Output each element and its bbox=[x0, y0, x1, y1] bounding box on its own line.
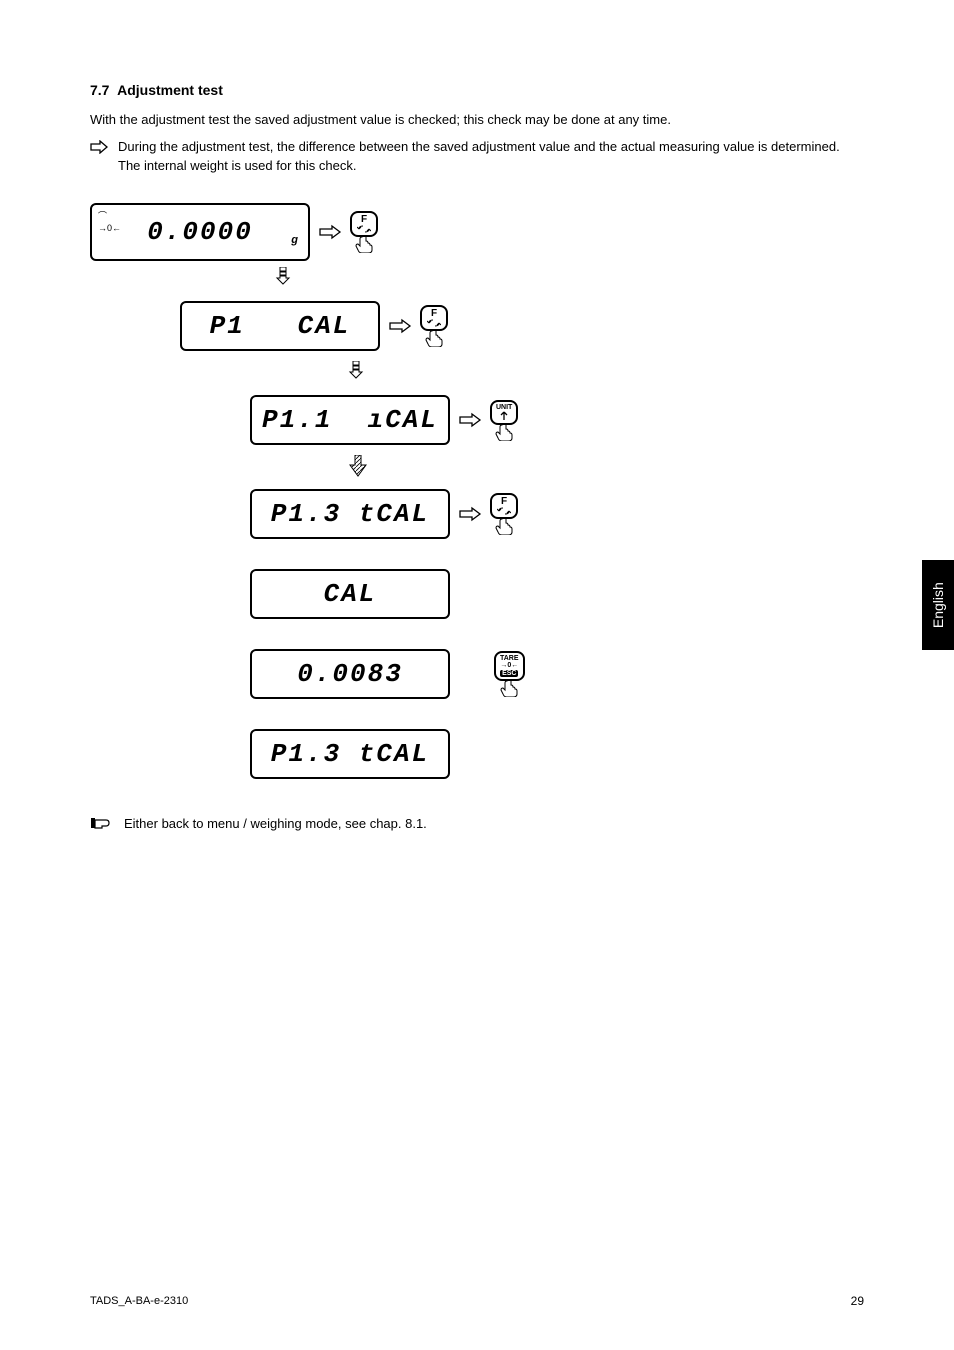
lcd-text: 0.0083 bbox=[297, 656, 403, 694]
page-number: 29 bbox=[851, 1293, 864, 1310]
diagram-step: P1.3 tCAL F bbox=[250, 479, 864, 549]
key-tare: TARE→0←ESC bbox=[494, 651, 525, 697]
procedure-diagram: 0.0000 ⌒→0← g F P1 CAL F P1.1 ıCAL UNIT P1.3 tCA… bbox=[90, 197, 864, 789]
right-arrow-icon bbox=[90, 140, 108, 154]
lcd-display: P1.1 ıCAL bbox=[250, 395, 450, 445]
diagram-step: CAL bbox=[250, 559, 864, 629]
press-hand-icon bbox=[498, 679, 520, 697]
section-title: Adjustment test bbox=[117, 82, 223, 98]
lcd-text: CAL bbox=[324, 576, 377, 614]
right-arrow-icon bbox=[458, 506, 482, 522]
language-tab: English bbox=[922, 560, 954, 650]
lcd-indicators: ⌒→0← bbox=[98, 211, 121, 234]
section-number: 7.7 bbox=[90, 82, 109, 98]
note-row: During the adjustment test, the differen… bbox=[90, 138, 864, 176]
press-hand-icon bbox=[423, 329, 445, 347]
right-arrow-icon bbox=[458, 412, 482, 428]
lcd-display: 0.0000 ⌒→0← g bbox=[90, 203, 310, 261]
diagram-step: P1.3 tCAL bbox=[250, 719, 864, 789]
lcd-display: P1 CAL bbox=[180, 301, 380, 351]
lcd-display: 0.0083 bbox=[250, 649, 450, 699]
lcd-text: P1.3 tCAL bbox=[271, 736, 429, 774]
section-header: 7.7 Adjustment test bbox=[90, 80, 864, 101]
lcd-display: CAL bbox=[250, 569, 450, 619]
lcd-display: P1.3 tCAL bbox=[250, 729, 450, 779]
lcd-text: P1.3 tCAL bbox=[271, 496, 429, 534]
right-arrow-icon bbox=[388, 318, 412, 334]
note-text: During the adjustment test, the differen… bbox=[118, 138, 864, 176]
lcd-unit: g bbox=[291, 233, 298, 249]
lcd-display: P1.3 tCAL bbox=[250, 489, 450, 539]
language-tab-label: English bbox=[928, 582, 948, 628]
diagram-step: P1 CAL F bbox=[180, 291, 864, 361]
diagram-step: P1.1 ıCAL UNIT bbox=[250, 385, 864, 455]
hand-point-icon bbox=[90, 815, 112, 831]
bottom-note: Either back to menu / weighing mode, see… bbox=[90, 815, 864, 834]
footer-code: TADS_A-BA-e-2310 bbox=[90, 1294, 188, 1310]
key-f: F bbox=[420, 305, 448, 347]
key-unit: UNIT bbox=[490, 400, 518, 441]
diagram-step: 0.0083 TARE→0←ESC bbox=[250, 639, 864, 709]
key-f: F bbox=[490, 493, 518, 535]
down-arrow-hatched-icon bbox=[348, 455, 368, 477]
lcd-text: P1 CAL bbox=[210, 308, 351, 346]
down-arrow-icon bbox=[348, 361, 364, 379]
bottom-note-text: Either back to menu / weighing mode, see… bbox=[124, 815, 427, 834]
press-hand-icon bbox=[493, 517, 515, 535]
down-arrow-icon bbox=[275, 267, 291, 285]
key-f: F bbox=[350, 211, 378, 253]
intro-text: With the adjustment test the saved adjus… bbox=[90, 111, 864, 130]
lcd-text: P1.1 ıCAL bbox=[262, 402, 438, 440]
lcd-text: 0.0000 bbox=[147, 214, 253, 252]
diagram-step: 0.0000 ⌒→0← g F bbox=[90, 197, 864, 267]
press-hand-icon bbox=[493, 423, 515, 441]
right-arrow-icon bbox=[318, 224, 342, 240]
press-hand-icon bbox=[353, 235, 375, 253]
